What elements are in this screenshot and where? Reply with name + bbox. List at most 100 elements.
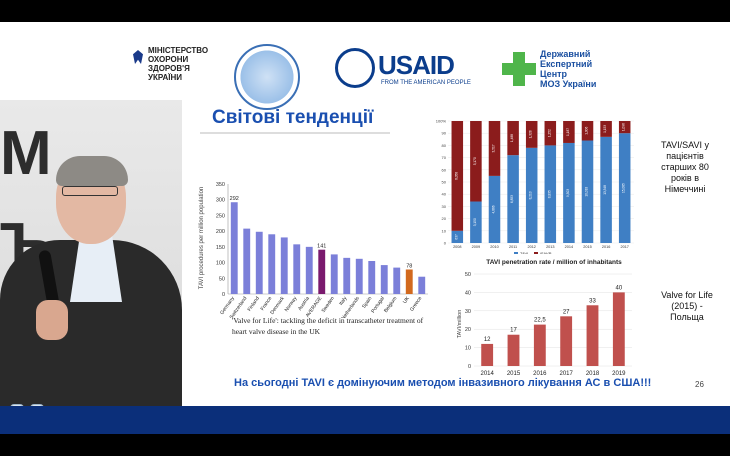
chart2-bar-tavi xyxy=(581,140,594,243)
chart2-tavi-label: 8,835 xyxy=(547,190,551,198)
chart2-bar-tavi xyxy=(451,230,464,243)
chart2-bar-savr xyxy=(470,121,482,202)
chart2-savr-label: 1,187 xyxy=(566,128,570,136)
chart1-data-label: 78 xyxy=(406,263,412,269)
chart1-bar xyxy=(293,244,301,294)
chart2-tavi-label: 8,213 xyxy=(529,191,533,199)
bottom-band xyxy=(0,406,730,434)
chart1-ytick: 100 xyxy=(216,261,225,267)
chart1-bar xyxy=(405,269,413,294)
note-line: Польща xyxy=(670,312,704,322)
speaker-hand xyxy=(36,300,68,340)
presentation-slide: МІНІСТЕРСТВО ОХОРОНИ ЗДОРОВ'Я УКРАЇНИ US… xyxy=(0,22,730,434)
chart1-ytick: 250 xyxy=(216,213,225,219)
chart3-ylabel: TAVI/million xyxy=(457,310,463,339)
expert-center-logo-text: Державний Експертний Центр МОЗ України xyxy=(540,49,596,89)
expert-center-line: Експертний xyxy=(540,59,593,69)
chart1-plot: 050100150200250300350292GermanySwitzerla… xyxy=(216,182,428,318)
chart1-xtick: Sweden xyxy=(321,296,336,314)
chart1-bar xyxy=(355,258,363,294)
chart2-ytick: 50 xyxy=(442,180,447,185)
medical-cross-icon xyxy=(502,52,536,86)
title-underline xyxy=(200,132,390,134)
page-number: 26 xyxy=(695,380,704,389)
chart2-tavi-label: 4,866 xyxy=(492,205,496,213)
note-line: пацієнтів xyxy=(666,151,704,161)
chart1-xtick: Belgium xyxy=(383,296,398,314)
chart1-ytick: 300 xyxy=(216,198,225,204)
chart2-ytick: 60 xyxy=(442,167,447,172)
chart2-savr-label: 1,488 xyxy=(510,134,514,142)
chart3-ytick: 30 xyxy=(465,309,471,315)
chart1-bar xyxy=(418,276,426,294)
chart2-savr-label: 1,096 xyxy=(622,123,626,131)
chart2-xtick: 2013 xyxy=(546,245,554,249)
expert-center-line: Державний xyxy=(540,49,591,59)
chart1-xtick: UK xyxy=(402,295,411,305)
chart1-bar xyxy=(305,246,313,294)
ministry-line: УКРАЇНИ xyxy=(148,73,183,82)
chart1-bar xyxy=(255,231,263,294)
usaid-logo-text: USAID xyxy=(378,50,455,80)
chart1-ytick: 350 xyxy=(216,182,225,188)
tavi-europe-chart: 050100150200250300350292GermanySwitzerla… xyxy=(199,182,428,318)
expert-center-line: МОЗ України xyxy=(540,79,597,89)
chart3-bar xyxy=(586,305,599,366)
chart3-xtick: 2017 xyxy=(559,371,573,377)
chart1-bar xyxy=(230,202,238,294)
chart2-xtick: 2009 xyxy=(472,245,480,249)
chart2-bar-tavi xyxy=(470,201,482,243)
chart2-savr-label: 1,252 xyxy=(547,129,551,137)
chart1-ytick: 200 xyxy=(216,229,225,235)
chart3-ytick: 40 xyxy=(465,290,471,296)
chart1-xtick: Italy xyxy=(338,295,348,306)
chart2-tavi-label: 6,853 xyxy=(510,195,514,203)
chart1-ytick: 50 xyxy=(219,276,225,282)
chart2-bar-savr xyxy=(525,121,538,148)
chart2-xtick: 2011 xyxy=(509,245,517,249)
usaid-tagline: FROM THE AMERICAN PEOPLE xyxy=(381,80,471,86)
tavi-savr-share-chart: 0 10 20 30 40 50 60 70 80 90 100% 637 8,058 2008 3,150… xyxy=(434,117,638,259)
chart2-xtick: 2010 xyxy=(490,245,498,249)
chart3-data-label: 33 xyxy=(589,298,596,304)
chart1-bar xyxy=(343,257,351,294)
glasses-icon xyxy=(62,186,118,196)
chart3-plot: 0 10 20 30 40 50 12 2014 17 2015 22,5 2016 27 2017 33 2… xyxy=(465,272,632,377)
chart3-data-label: 22,5 xyxy=(534,318,546,324)
chart2-xtick: 2014 xyxy=(565,245,573,249)
chart2-bar-savr xyxy=(488,121,501,176)
chart2-tavi-label: 13,348 xyxy=(603,185,607,195)
chart3-title: TAVI penetration rate / million of inhab… xyxy=(486,259,622,266)
chart2-bar-tavi xyxy=(544,145,557,243)
chart2-bar-tavi xyxy=(563,142,575,243)
chart2-bar-savr xyxy=(451,121,464,231)
chart3-xtick: 2016 xyxy=(533,371,547,377)
note-line: TAVI/SAVI у xyxy=(660,140,709,150)
chart1-xtick: Finland xyxy=(247,296,261,313)
ministry-line: ЗДОРОВ'Я xyxy=(148,64,190,73)
chart-caption: 'Valve for Life': tackling the deficit i… xyxy=(232,316,424,336)
chart1-bar xyxy=(318,249,326,294)
chart2-xtick: 2015 xyxy=(583,245,591,249)
penetration-rate-chart: TAVI penetration rate / million of inhab… xyxy=(454,254,636,384)
chart2-ytick: 0 xyxy=(444,241,447,246)
chart2-savr-label: 1,328 xyxy=(529,130,533,138)
chart2-bar-tavi xyxy=(507,155,519,243)
chart2-savr-label: 5,170 xyxy=(473,157,477,165)
chart1-ytick: 150 xyxy=(216,245,225,251)
chart2-bar-savr xyxy=(507,121,519,156)
slide-title: Світові тенденції xyxy=(212,107,374,128)
ukraine-us-seal-icon xyxy=(234,44,300,110)
chart1-xtick: Norway xyxy=(284,295,299,313)
chart1-data-label: 292 xyxy=(230,196,239,202)
chart3-xtick: 2015 xyxy=(507,371,521,377)
chart2-ytick: 70 xyxy=(442,155,447,160)
chart3-data-label: 12 xyxy=(484,337,491,343)
chart3-data-label: 40 xyxy=(615,285,622,291)
chart2-ytick: 10 xyxy=(442,228,447,233)
chart1-bar xyxy=(330,254,338,294)
chart2-xtick: 2008 xyxy=(453,245,461,249)
chart2-bar-savr xyxy=(544,121,557,146)
chart1-data-label: 141 xyxy=(317,244,326,250)
